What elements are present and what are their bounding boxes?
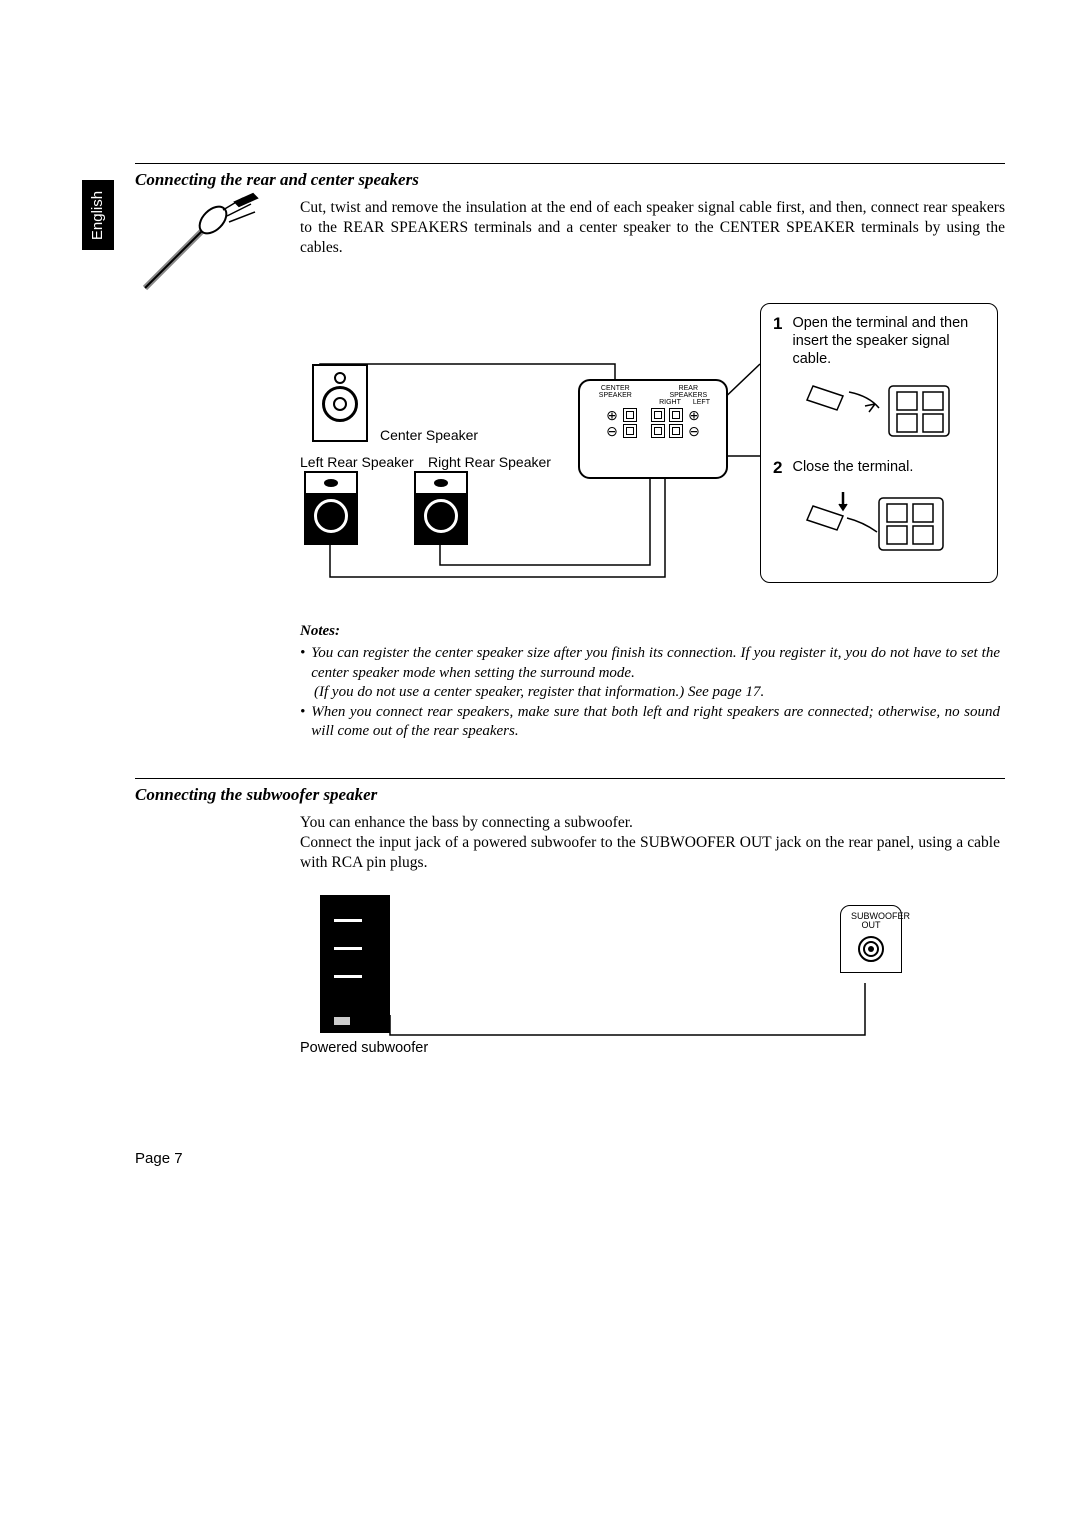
page-content: Connecting the rear and center speakers … [135,163,1005,1075]
center-speaker-icon [312,364,368,442]
section2: Connecting the subwoofer speaker You can… [135,778,1005,1075]
terminal-label-right: RIGHT [659,399,681,406]
step-1-illustration [803,378,985,448]
left-rear-label: Left Rear Speaker [300,454,414,470]
section1-title: Connecting the rear and center speakers [135,170,1005,190]
notes-block: Notes: You can register the center speak… [300,623,1000,742]
steps-panel: 1 Open the terminal and then insert the … [760,303,998,583]
step-1-num: 1 [773,314,782,368]
terminal-panel: CENTER SPEAKER REAR SPEAKERS RIGHT LEFT … [578,379,728,479]
note-2: When you connect rear speakers, make sur… [300,703,1000,742]
cable-strip-illustration [135,198,300,303]
section2-intro2: Connect the input jack of a powered subw… [300,833,1000,873]
section1-intro-row: Cut, twist and remove the insulation at … [135,198,1005,303]
section-divider [135,163,1005,164]
center-speaker-label: Center Speaker [380,427,478,443]
section1-intro-text: Cut, twist and remove the insulation at … [300,198,1005,303]
notes-heading: Notes: [300,623,1000,640]
left-rear-speaker-icon [304,471,358,545]
language-tab: English [82,180,114,250]
subwoofer-diagram: Powered subwoofer SUBWOOFER OUT [300,895,1000,1075]
powered-subwoofer-label: Powered subwoofer [300,1040,428,1056]
speaker-wiring-diagram: Center Speaker Left Rear Speaker Right R… [300,309,1000,599]
language-tab-label: English [90,190,107,239]
terminal-label-center: CENTER SPEAKER [599,385,632,399]
note-1: You can register the center speaker size… [300,644,1000,683]
page-number: Page 7 [135,1150,183,1167]
section2-intro1: You can enhance the bass by connecting a… [300,813,1000,833]
powered-subwoofer-icon [320,895,390,1033]
right-rear-label: Right Rear Speaker [428,454,551,470]
terminal-label-rear: REAR SPEAKERS [669,385,707,399]
subwoofer-out-label: SUBWOOFER OUT [851,912,891,930]
section2-title: Connecting the subwoofer speaker [135,785,1005,805]
subwoofer-out-panel: SUBWOOFER OUT [840,905,902,973]
terminal-label-left: LEFT [693,399,710,406]
step-2: 2 Close the terminal. [773,458,985,478]
step-1-text: Open the terminal and then insert the sp… [792,314,985,368]
step-2-illustration [803,488,985,562]
step-2-num: 2 [773,458,782,478]
note-1-sub: (If you do not use a center speaker, reg… [314,683,1000,703]
rca-jack-icon [858,936,884,962]
section2-divider [135,778,1005,779]
step-1: 1 Open the terminal and then insert the … [773,314,985,368]
step-2-text: Close the terminal. [792,458,985,478]
right-rear-speaker-icon [414,471,468,545]
